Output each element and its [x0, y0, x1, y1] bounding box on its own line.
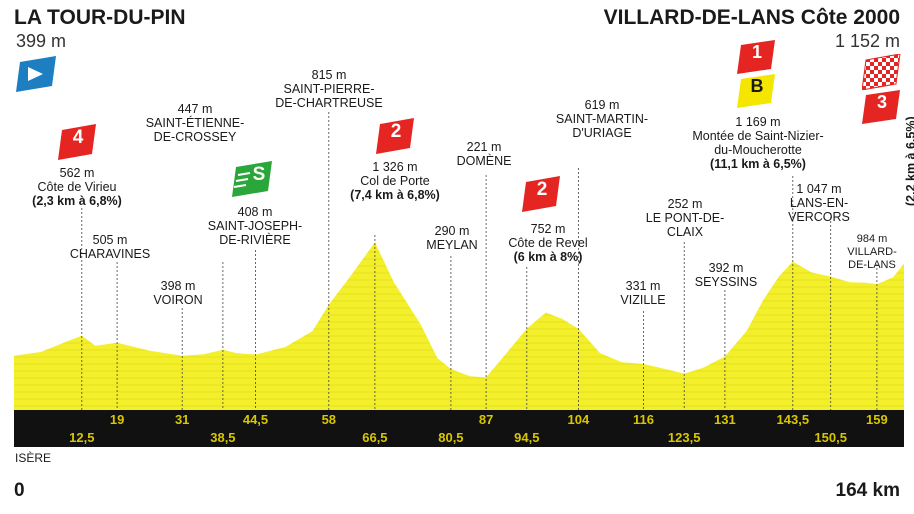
- km-marker-bottom: 94,5: [514, 430, 539, 445]
- end-km-label: 164 km: [835, 480, 900, 501]
- label-col-de-porte: 1 326 m Col de Porte (7,4 km à 6,8%): [350, 160, 440, 202]
- climb-category-2-label: 2: [536, 179, 548, 200]
- checkered-finish-icon: [862, 54, 901, 90]
- climb-category-4-label: 4: [72, 127, 84, 148]
- km-markers-top: 19 31 44,5 58 87 104 116 131 143,5 159: [110, 412, 888, 427]
- km-marker-bottom: 38,5: [210, 430, 235, 445]
- km-marker-top: 159: [866, 412, 888, 427]
- start-flag-icon: [16, 56, 56, 92]
- climb-category-2-icon: [376, 118, 414, 154]
- label-montee-de-saint-nizier: 1 169 m Montée de Saint-Nizier-du-Moucher…: [692, 115, 824, 171]
- location-marker-lines: [81, 112, 878, 410]
- climb-category-4-icon: [58, 124, 96, 160]
- km-marker-top: 87: [479, 412, 493, 427]
- label-villard-de-lans: 984 m VILLARD- DE-LANS: [847, 233, 897, 271]
- bonus-label: B: [750, 76, 764, 96]
- climb-category-2-icon: [522, 176, 560, 212]
- km-marker-top: 143,5: [777, 412, 810, 427]
- km-marker-top: 104: [568, 412, 590, 427]
- climb-category-1-label: 1: [751, 42, 762, 62]
- km-marker-top: 31: [175, 412, 189, 427]
- climb-category-1-icon: [737, 40, 775, 74]
- label-le-pont-de-claix: 252 m LE PONT-DE- CLAIX: [645, 197, 725, 239]
- label-saint-etienne-de-crossey: 447 m SAINT-ÉTIENNE- DE-CROSSEY: [145, 102, 245, 144]
- km-marker-top: 58: [322, 412, 336, 427]
- km-markers-bottom: 12,5 38,5 66,5 80,5 94,5 123,5 150,5: [69, 430, 847, 445]
- label-lans-en-vercors: 1 047 m LANS-EN- VERCORS: [788, 182, 850, 224]
- start-town-name: LA TOUR-DU-PIN: [14, 6, 186, 29]
- km-marker-bottom: 66,5: [362, 430, 387, 445]
- label-vizille: 331 m VIZILLE: [620, 279, 666, 307]
- finish-town-name: VILLARD-DE-LANS Côte 2000: [603, 6, 900, 29]
- label-meylan: 290 m MEYLAN: [426, 224, 478, 252]
- elevation-profile-area: [14, 242, 904, 410]
- km-marker-top: 44,5: [243, 412, 268, 427]
- label-saint-joseph-de-riviere: 408 m SAINT-JOSEPH- DE-RIVIÈRE: [207, 205, 303, 247]
- label-seyssins: 392 m SEYSSINS: [694, 261, 758, 289]
- final-climb-detail: (2,2 km à 6,5%): [904, 116, 914, 206]
- sprint-label: S: [252, 164, 266, 185]
- region-label: ISÈRE: [15, 451, 52, 465]
- climb-category-3-icon: [862, 90, 900, 124]
- km-marker-top: 19: [110, 412, 124, 427]
- km-marker-bottom: 12,5: [69, 430, 94, 445]
- label-cote-de-virieu: 562 m Côte de Virieu (2,3 km à 6,8%): [32, 166, 122, 208]
- finish-altitude: 1 152 m: [834, 31, 900, 51]
- bonus-icon: [737, 74, 775, 108]
- label-saint-martin-d-uriage: 619 m SAINT-MARTIN- D'URIAGE: [555, 98, 649, 140]
- label-cote-de-revel: 752 m Côte de Revel (6 km à 8%): [508, 222, 588, 264]
- label-voiron: 398 m VOIRON: [153, 279, 203, 307]
- km-band: [14, 410, 904, 447]
- label-charavines: 505 m CHARAVINES: [69, 233, 151, 261]
- km-marker-top: 116: [633, 412, 654, 427]
- km-marker-bottom: 80,5: [438, 430, 463, 445]
- sprint-icon: [232, 161, 272, 197]
- start-altitude: 399 m: [16, 31, 67, 51]
- label-saint-pierre-de-chartreuse: 815 m SAINT-PIERRE- DE-CHARTREUSE: [275, 68, 383, 110]
- climb-category-2-label: 2: [390, 121, 402, 142]
- km-marker-bottom: 150,5: [814, 430, 847, 445]
- km-marker-bottom: 123,5: [668, 430, 701, 445]
- climb-category-3-label: 3: [876, 92, 887, 112]
- label-domene: 221 m DOMÈNE: [456, 140, 512, 168]
- start-km-label: 0: [14, 480, 25, 501]
- km-marker-top: 131: [714, 412, 736, 427]
